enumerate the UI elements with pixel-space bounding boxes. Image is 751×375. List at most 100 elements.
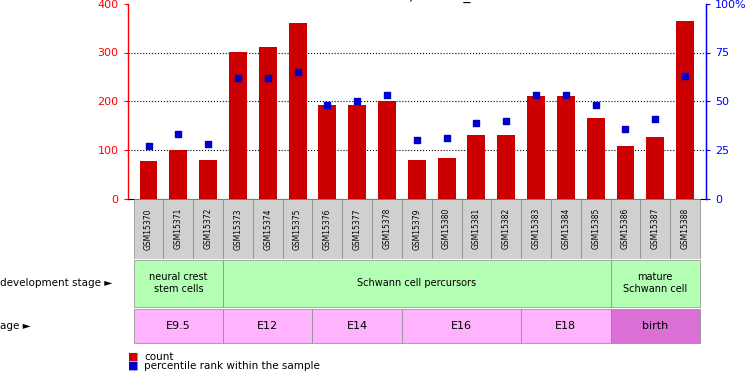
Point bbox=[620, 126, 632, 132]
Bar bbox=[676, 21, 694, 199]
Bar bbox=[253, 199, 282, 259]
Title: GDS890 / 96608_at: GDS890 / 96608_at bbox=[349, 0, 484, 3]
Text: GSM15376: GSM15376 bbox=[323, 208, 332, 249]
Bar bbox=[617, 146, 635, 199]
Bar bbox=[491, 199, 521, 259]
Text: GSM15374: GSM15374 bbox=[264, 208, 273, 249]
Bar bbox=[521, 309, 611, 343]
Text: GSM15375: GSM15375 bbox=[293, 208, 302, 249]
Bar bbox=[134, 199, 164, 259]
Bar bbox=[372, 199, 402, 259]
Text: E12: E12 bbox=[257, 321, 279, 331]
Text: GSM15384: GSM15384 bbox=[561, 208, 570, 249]
Text: GSM15382: GSM15382 bbox=[502, 208, 511, 249]
Bar bbox=[557, 96, 575, 199]
Bar bbox=[318, 105, 336, 199]
Text: GSM15370: GSM15370 bbox=[144, 208, 153, 249]
Point bbox=[530, 92, 542, 98]
Point bbox=[559, 92, 572, 98]
Point bbox=[500, 118, 512, 124]
Bar bbox=[140, 161, 158, 199]
Bar bbox=[312, 309, 402, 343]
Text: age ►: age ► bbox=[0, 321, 31, 331]
Bar bbox=[670, 199, 700, 259]
Bar bbox=[497, 135, 515, 199]
Bar bbox=[527, 96, 545, 199]
Point bbox=[351, 98, 363, 104]
Point bbox=[679, 73, 691, 79]
Bar bbox=[611, 260, 700, 306]
Text: GSM15385: GSM15385 bbox=[591, 208, 600, 249]
Bar bbox=[462, 199, 491, 259]
Bar bbox=[647, 137, 664, 199]
Point bbox=[590, 102, 602, 108]
Bar bbox=[581, 199, 611, 259]
Text: GSM15386: GSM15386 bbox=[621, 208, 630, 249]
Text: E9.5: E9.5 bbox=[166, 321, 191, 331]
Text: E18: E18 bbox=[555, 321, 577, 331]
Point bbox=[232, 75, 244, 81]
Bar bbox=[521, 199, 551, 259]
Bar bbox=[288, 23, 306, 199]
Point bbox=[381, 92, 393, 98]
Bar bbox=[223, 199, 253, 259]
Bar bbox=[170, 150, 187, 199]
Text: GSM15380: GSM15380 bbox=[442, 208, 451, 249]
Bar bbox=[199, 160, 217, 199]
Point bbox=[172, 131, 184, 137]
Bar bbox=[378, 101, 396, 199]
Text: mature
Schwann cell: mature Schwann cell bbox=[623, 272, 687, 294]
Bar bbox=[282, 199, 312, 259]
Bar bbox=[611, 309, 700, 343]
Point bbox=[650, 116, 662, 122]
Bar bbox=[193, 199, 223, 259]
Point bbox=[441, 135, 453, 141]
Text: development stage ►: development stage ► bbox=[0, 278, 112, 288]
Text: birth: birth bbox=[642, 321, 668, 331]
Text: GSM15387: GSM15387 bbox=[651, 208, 660, 249]
Text: GSM15372: GSM15372 bbox=[204, 208, 213, 249]
Bar bbox=[641, 199, 670, 259]
Text: GSM15378: GSM15378 bbox=[382, 208, 391, 249]
Bar bbox=[134, 260, 223, 306]
Text: neural crest
stem cells: neural crest stem cells bbox=[149, 272, 207, 294]
Text: E16: E16 bbox=[451, 321, 472, 331]
Point bbox=[470, 120, 482, 126]
Bar bbox=[223, 309, 312, 343]
Text: GSM15373: GSM15373 bbox=[234, 208, 243, 249]
Point bbox=[262, 75, 274, 81]
Text: GSM15379: GSM15379 bbox=[412, 208, 421, 249]
Text: GSM15383: GSM15383 bbox=[532, 208, 541, 249]
Text: GSM15371: GSM15371 bbox=[173, 208, 182, 249]
Point bbox=[143, 143, 155, 149]
Text: ■: ■ bbox=[128, 352, 138, 362]
Bar bbox=[223, 260, 611, 306]
Text: E14: E14 bbox=[347, 321, 368, 331]
Point bbox=[202, 141, 214, 147]
Bar bbox=[259, 46, 276, 199]
Bar bbox=[432, 199, 462, 259]
Point bbox=[291, 69, 303, 75]
Bar bbox=[408, 160, 426, 199]
Bar bbox=[402, 199, 432, 259]
Bar bbox=[164, 199, 193, 259]
Bar bbox=[134, 309, 223, 343]
Text: GSM15388: GSM15388 bbox=[680, 208, 689, 249]
Bar bbox=[587, 118, 605, 199]
Bar bbox=[551, 199, 581, 259]
Text: percentile rank within the sample: percentile rank within the sample bbox=[144, 361, 320, 371]
Text: GSM15381: GSM15381 bbox=[472, 208, 481, 249]
Bar bbox=[402, 309, 521, 343]
Bar bbox=[312, 199, 342, 259]
Point bbox=[411, 137, 423, 143]
Bar bbox=[229, 51, 247, 199]
Bar bbox=[611, 199, 641, 259]
Text: Schwann cell percursors: Schwann cell percursors bbox=[357, 278, 476, 288]
Point bbox=[321, 102, 333, 108]
Text: ■: ■ bbox=[128, 361, 138, 371]
Bar bbox=[467, 135, 485, 199]
Bar bbox=[348, 105, 366, 199]
Text: GSM15377: GSM15377 bbox=[353, 208, 362, 249]
Text: count: count bbox=[144, 352, 173, 362]
Bar bbox=[438, 158, 456, 199]
